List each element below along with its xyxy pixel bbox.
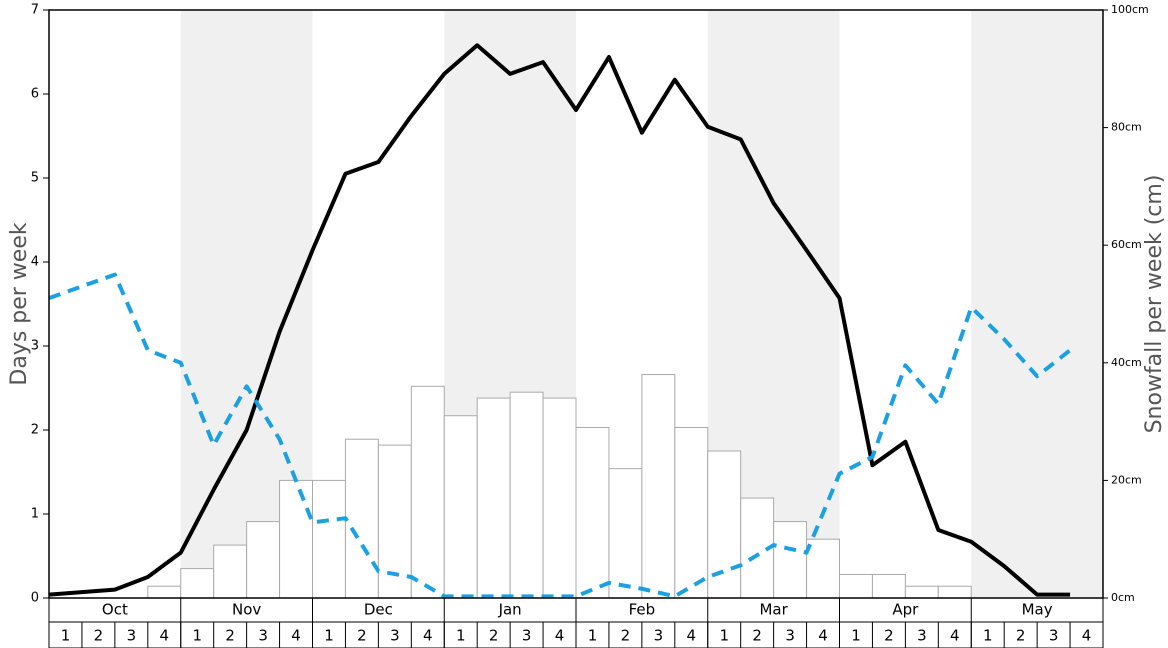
- x-tick-label: 3: [1049, 627, 1059, 645]
- x-tick-label: 3: [785, 627, 795, 645]
- x-tick-label: 1: [192, 627, 202, 645]
- x-tick-label: 2: [357, 627, 367, 645]
- x-tick-label: 3: [654, 627, 664, 645]
- x-tick-label: 1: [588, 627, 598, 645]
- x-tick-label: 1: [851, 627, 861, 645]
- y2-axis-title: Snowfall per week (cm): [1142, 175, 1167, 434]
- x-tick-label: 3: [127, 627, 137, 645]
- month-label: Mar: [759, 601, 788, 619]
- y2-tick-label: 20cm: [1111, 473, 1142, 486]
- bar: [180, 568, 215, 599]
- y-tick-label: 4: [31, 255, 39, 270]
- y-tick-label: 7: [31, 3, 39, 18]
- bar: [806, 538, 840, 599]
- x-tick-label: 2: [94, 627, 104, 645]
- x-tick-label: 1: [324, 627, 334, 645]
- x-tick-label: 4: [423, 627, 433, 645]
- dashed-line: [48, 272, 1072, 599]
- x-tick-label: 2: [621, 627, 631, 645]
- x-tick-label: 1: [456, 627, 466, 645]
- y2-tick-label: 80cm: [1111, 121, 1142, 134]
- y-tick-label: 5: [31, 171, 39, 186]
- bar: [575, 426, 610, 599]
- bar: [279, 479, 313, 599]
- y-tick-label: 3: [31, 339, 39, 354]
- x-tick-label: 4: [687, 627, 697, 645]
- month-label: Nov: [232, 601, 261, 619]
- x-tick-label: 2: [1016, 627, 1026, 645]
- month-label: Feb: [629, 601, 656, 619]
- x-tick-label: 1: [719, 627, 729, 645]
- bar: [147, 585, 182, 599]
- y2-tick-label: 40cm: [1111, 356, 1142, 369]
- y2-tick-label: 0cm: [1111, 591, 1135, 604]
- bar: [246, 521, 281, 599]
- x-tick-label: 1: [983, 627, 993, 645]
- x-tick-label: 3: [522, 627, 532, 645]
- x-tick-label: 3: [258, 627, 268, 645]
- line: [48, 43, 1071, 597]
- y-axis-title: Days per week: [7, 222, 32, 385]
- bar: [344, 438, 379, 599]
- bar: [213, 544, 248, 599]
- bar: [871, 573, 906, 599]
- x-tick-label: 2: [752, 627, 762, 645]
- bar: [641, 374, 676, 599]
- y2-tick-label: 60cm: [1111, 238, 1142, 251]
- bar: [904, 585, 939, 599]
- month-label: May: [1022, 601, 1053, 619]
- x-tick-label: 2: [489, 627, 499, 645]
- bar: [740, 497, 775, 599]
- x-tick-label: 4: [950, 627, 960, 645]
- x-tick-label: 3: [390, 627, 400, 645]
- x-tick-label: 4: [818, 627, 828, 645]
- month-label: Dec: [364, 601, 393, 619]
- bar: [608, 468, 643, 599]
- x-tick-label: 1: [61, 627, 71, 645]
- y-tick-label: 0: [31, 591, 39, 606]
- bar: [476, 397, 511, 599]
- bar: [312, 479, 346, 599]
- month-label: Jan: [498, 601, 522, 619]
- bar: [937, 585, 972, 599]
- bar: [674, 426, 709, 599]
- month-label: Apr: [892, 601, 919, 619]
- y-tick-label: 6: [31, 87, 39, 102]
- bar: [443, 415, 478, 599]
- bar: [542, 397, 577, 599]
- y-tick-label: 2: [31, 423, 39, 438]
- x-tick-label: 2: [884, 627, 894, 645]
- x-tick-label: 3: [917, 627, 927, 645]
- x-tick-label: 4: [160, 627, 170, 645]
- x-tick-label: 4: [291, 627, 301, 645]
- y-tick-label: 1: [31, 507, 39, 522]
- bar: [773, 521, 808, 599]
- x-tick-label: 2: [225, 627, 235, 645]
- y2-tick-label: 100cm: [1111, 3, 1149, 16]
- bar: [509, 391, 544, 599]
- month-label: Oct: [102, 601, 128, 619]
- bar: [839, 573, 873, 599]
- x-tick-label: 4: [555, 627, 565, 645]
- bar: [410, 385, 445, 599]
- x-tick-label: 4: [1082, 627, 1092, 645]
- month-band: [971, 10, 1103, 598]
